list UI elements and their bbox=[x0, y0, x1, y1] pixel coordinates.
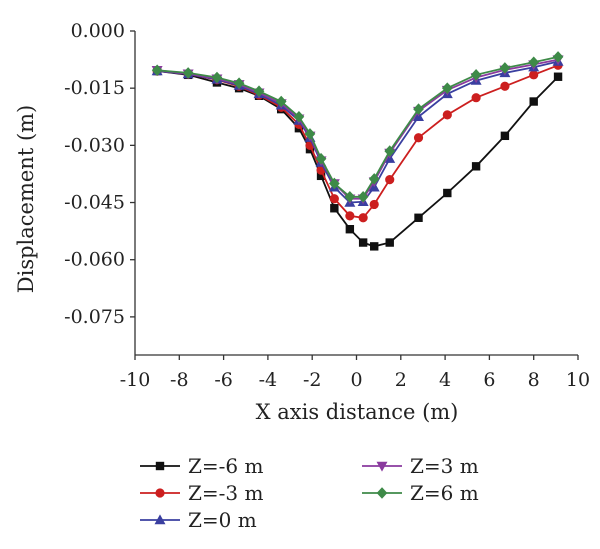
data-point bbox=[358, 238, 368, 247]
data-point bbox=[151, 64, 163, 77]
data-point bbox=[529, 97, 538, 106]
data-point bbox=[233, 77, 245, 90]
data-point bbox=[370, 242, 379, 251]
data-point bbox=[553, 72, 563, 81]
data-point bbox=[293, 110, 305, 123]
x-tick-label: -10 bbox=[120, 369, 151, 391]
y-tick-label: -0.060 bbox=[64, 249, 125, 271]
data-point bbox=[413, 133, 424, 143]
x-tick-label: -4 bbox=[259, 369, 278, 391]
data-point bbox=[368, 173, 380, 185]
data-point bbox=[414, 213, 423, 222]
legend-label: Z=0 m bbox=[188, 508, 257, 532]
data-point bbox=[500, 81, 510, 91]
legend-label: Z=-3 m bbox=[188, 481, 263, 505]
data-point bbox=[384, 145, 396, 157]
data-point bbox=[385, 238, 394, 247]
data-point bbox=[442, 110, 452, 120]
legend-entry: Z=-3 m bbox=[140, 481, 263, 505]
y-axis-title: Displacement (m) bbox=[14, 105, 38, 293]
y-tick-label: -0.045 bbox=[64, 192, 125, 214]
data-point bbox=[253, 85, 265, 98]
legend-label: Z=6 m bbox=[410, 481, 479, 505]
data-point bbox=[357, 191, 369, 203]
legend: Z=-6 m Z=-3 m Z=0 m Z=3 m Z=6 m bbox=[140, 454, 479, 532]
data-point bbox=[182, 67, 194, 79]
x-tick-label: 10 bbox=[566, 369, 590, 391]
data-point bbox=[329, 177, 340, 190]
data-point bbox=[345, 211, 355, 221]
y-tick-label: 0.000 bbox=[71, 20, 125, 42]
x-tick-label: 8 bbox=[528, 369, 540, 391]
data-point bbox=[329, 194, 339, 204]
data-point bbox=[369, 199, 379, 210]
legend-entry: Z=0 m bbox=[140, 508, 257, 532]
x-tick-label: 0 bbox=[350, 369, 362, 391]
data-point bbox=[315, 152, 327, 165]
x-tick-label: -8 bbox=[170, 369, 189, 391]
data-point bbox=[211, 71, 223, 84]
legend-marker bbox=[155, 488, 165, 498]
x-tick-label: 4 bbox=[439, 369, 451, 391]
legend-marker bbox=[376, 461, 388, 472]
legend-entry: Z=3 m bbox=[362, 454, 479, 478]
series-layer bbox=[151, 51, 564, 251]
data-point bbox=[552, 51, 564, 63]
data-point bbox=[443, 188, 452, 198]
data-point bbox=[385, 175, 395, 185]
legend-entry: Z=-6 m bbox=[140, 454, 263, 478]
x-tick-label: -2 bbox=[303, 369, 322, 391]
y-tick-label: -0.015 bbox=[64, 77, 125, 99]
data-point bbox=[470, 69, 482, 81]
y-tick-label: -0.030 bbox=[64, 134, 125, 156]
data-point bbox=[529, 70, 539, 80]
data-point bbox=[358, 213, 368, 223]
legend-label: Z=3 m bbox=[410, 454, 479, 478]
x-axis-title: X axis distance (m) bbox=[256, 400, 459, 424]
legend-label: Z=-6 m bbox=[188, 454, 263, 478]
axes: 0.000 -0.015 -0.030 -0.045 -0.060 -0.075 -10 -8… bbox=[64, 20, 590, 391]
data-point bbox=[345, 225, 355, 234]
y-tick-label: -0.075 bbox=[64, 306, 125, 328]
data-point bbox=[330, 204, 339, 213]
data-point bbox=[471, 93, 481, 103]
legend-entry: Z=6 m bbox=[362, 481, 479, 505]
x-tick-label: -6 bbox=[214, 369, 233, 391]
data-point bbox=[528, 56, 540, 69]
x-tick-label: 2 bbox=[395, 369, 407, 391]
legend-marker bbox=[155, 461, 165, 471]
series-5 bbox=[151, 51, 564, 203]
series-line bbox=[157, 64, 559, 219]
series-1 bbox=[152, 66, 563, 251]
x-tick-label: 6 bbox=[483, 369, 495, 391]
series-line bbox=[157, 70, 559, 248]
data-point bbox=[499, 62, 511, 74]
data-point bbox=[304, 128, 316, 140]
data-point bbox=[344, 191, 356, 203]
legend-marker bbox=[376, 487, 388, 499]
legend-marker bbox=[154, 514, 166, 525]
data-point bbox=[471, 162, 481, 171]
data-point bbox=[275, 95, 287, 108]
data-point bbox=[441, 82, 453, 94]
data-point bbox=[500, 131, 510, 141]
data-point bbox=[413, 103, 424, 115]
